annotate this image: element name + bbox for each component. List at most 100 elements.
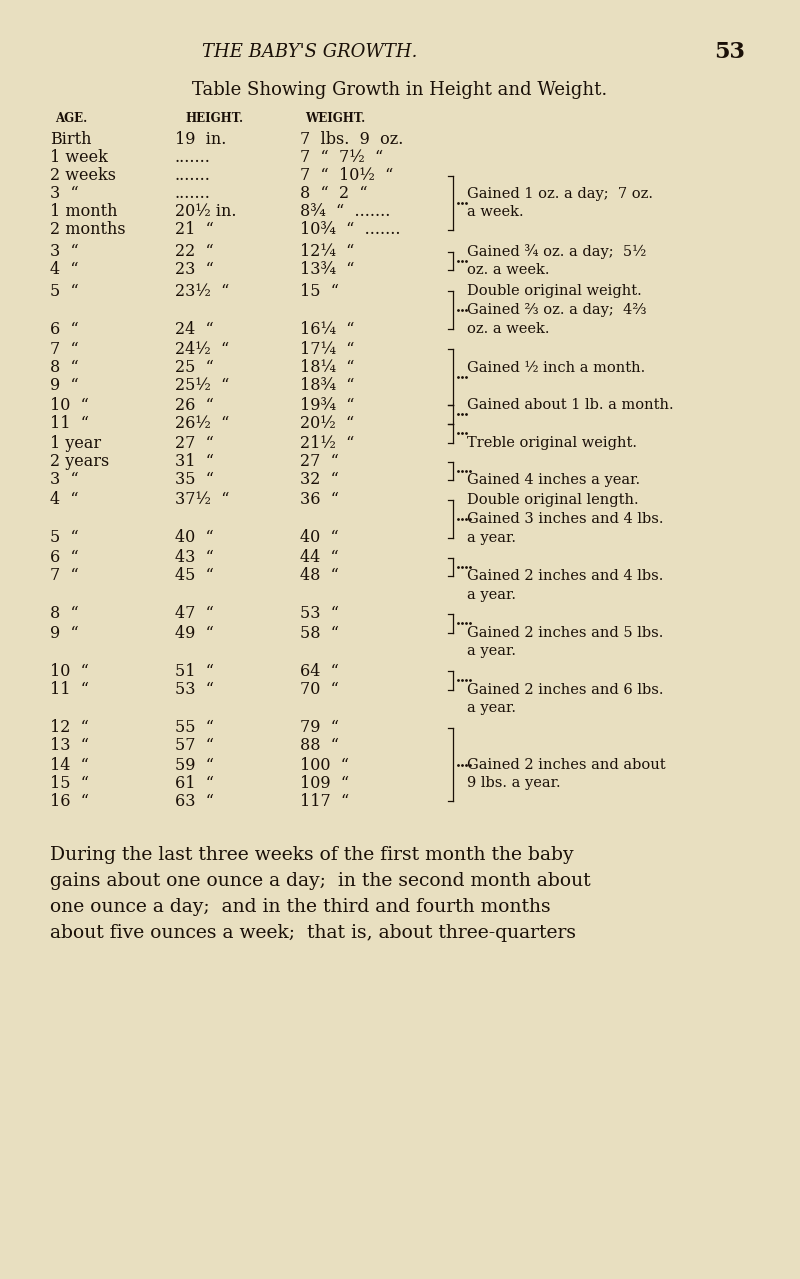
Text: 3  “: 3 “: [50, 243, 78, 261]
Text: 1 month: 1 month: [50, 203, 118, 220]
Text: 18¼  “: 18¼ “: [300, 359, 354, 376]
Text: 64  “: 64 “: [300, 663, 339, 679]
Text: Gained 2 inches and 6 lbs.: Gained 2 inches and 6 lbs.: [467, 683, 663, 697]
Text: .......: .......: [175, 150, 211, 166]
Text: 27  “: 27 “: [175, 435, 214, 451]
Text: 10  “: 10 “: [50, 396, 89, 413]
Text: 3  “: 3 “: [50, 472, 78, 489]
Text: 45  “: 45 “: [175, 568, 214, 585]
Text: 18¾  “: 18¾ “: [300, 377, 354, 394]
Text: Gained 3 inches and 4 lbs.: Gained 3 inches and 4 lbs.: [467, 512, 663, 526]
Text: 10¾  “  .......: 10¾ “ .......: [300, 221, 401, 238]
Text: 9  “: 9 “: [50, 377, 78, 394]
Text: 1 year: 1 year: [50, 435, 101, 451]
Text: 44  “: 44 “: [300, 550, 338, 567]
Text: 53  “: 53 “: [300, 605, 339, 623]
Text: 37½  “: 37½ “: [175, 491, 230, 509]
Text: 12  “: 12 “: [50, 720, 89, 737]
Text: 47  “: 47 “: [175, 605, 214, 623]
Text: Gained 2 inches and 5 lbs.: Gained 2 inches and 5 lbs.: [467, 625, 663, 640]
Text: 11  “: 11 “: [50, 682, 89, 698]
Text: 8  “: 8 “: [50, 359, 78, 376]
Text: 19¾  “: 19¾ “: [300, 396, 354, 413]
Text: 20½  “: 20½ “: [300, 416, 354, 432]
Text: about five ounces a week;  that is, about three-quarters: about five ounces a week; that is, about…: [50, 923, 576, 943]
Text: 24½  “: 24½ “: [175, 340, 230, 358]
Text: 7  “  10½  “: 7 “ 10½ “: [300, 168, 394, 184]
Text: 2 years: 2 years: [50, 454, 110, 471]
Text: one ounce a day;  and in the third and fourth months: one ounce a day; and in the third and fo…: [50, 898, 550, 916]
Text: 58  “: 58 “: [300, 624, 339, 642]
Text: 5  “: 5 “: [50, 283, 78, 299]
Text: oz. a week.: oz. a week.: [467, 263, 550, 278]
Text: 70  “: 70 “: [300, 682, 339, 698]
Text: 35  “: 35 “: [175, 472, 214, 489]
Text: a year.: a year.: [467, 645, 516, 657]
Text: 11  “: 11 “: [50, 416, 89, 432]
Text: 4  “: 4 “: [50, 261, 78, 279]
Text: 53: 53: [714, 41, 746, 63]
Text: 14  “: 14 “: [50, 756, 89, 774]
Text: 2 weeks: 2 weeks: [50, 168, 116, 184]
Text: 36  “: 36 “: [300, 491, 339, 509]
Text: 55  “: 55 “: [175, 720, 214, 737]
Text: Gained 4 inches a year.: Gained 4 inches a year.: [467, 473, 640, 487]
Text: 21  “: 21 “: [175, 221, 214, 238]
Text: 117  “: 117 “: [300, 793, 350, 810]
Text: 57  “: 57 “: [175, 738, 214, 755]
Text: 109  “: 109 “: [300, 775, 349, 792]
Text: 88  “: 88 “: [300, 738, 339, 755]
Text: Treble original weight.: Treble original weight.: [467, 436, 637, 450]
Text: a year.: a year.: [467, 701, 516, 715]
Text: 27  “: 27 “: [300, 454, 339, 471]
Text: 48  “: 48 “: [300, 568, 339, 585]
Text: 3  “: 3 “: [50, 185, 78, 202]
Text: a year.: a year.: [467, 531, 516, 545]
Text: 17¼  “: 17¼ “: [300, 340, 354, 358]
Text: 49  “: 49 “: [175, 624, 214, 642]
Text: a year.: a year.: [467, 588, 516, 602]
Text: .......: .......: [175, 185, 211, 202]
Text: 9  “: 9 “: [50, 624, 78, 642]
Text: 32  “: 32 “: [300, 472, 339, 489]
Text: Birth: Birth: [50, 132, 91, 148]
Text: Double original weight.: Double original weight.: [467, 284, 642, 298]
Text: 8  “  2  “: 8 “ 2 “: [300, 185, 368, 202]
Text: 25½  “: 25½ “: [175, 377, 230, 394]
Text: 100  “: 100 “: [300, 756, 349, 774]
Text: 24  “: 24 “: [175, 321, 214, 338]
Text: 26½  “: 26½ “: [175, 416, 230, 432]
Text: 2 months: 2 months: [50, 221, 126, 238]
Text: 79  “: 79 “: [300, 720, 339, 737]
Text: 63  “: 63 “: [175, 793, 214, 810]
Text: 40  “: 40 “: [175, 530, 214, 546]
Text: .......: .......: [175, 168, 211, 184]
Text: oz. a week.: oz. a week.: [467, 322, 550, 336]
Text: 40  “: 40 “: [300, 530, 338, 546]
Text: 13¾  “: 13¾ “: [300, 261, 354, 279]
Text: 13  “: 13 “: [50, 738, 89, 755]
Text: HEIGHT.: HEIGHT.: [185, 111, 243, 124]
Text: Double original length.: Double original length.: [467, 492, 638, 506]
Text: 23  “: 23 “: [175, 261, 214, 279]
Text: 10  “: 10 “: [50, 663, 89, 679]
Text: Gained 2 inches and 4 lbs.: Gained 2 inches and 4 lbs.: [467, 569, 663, 583]
Text: 20½ in.: 20½ in.: [175, 203, 237, 220]
Text: 7  “: 7 “: [50, 340, 78, 358]
Text: 22  “: 22 “: [175, 243, 214, 261]
Text: Gained ¾ oz. a day;  5½: Gained ¾ oz. a day; 5½: [467, 244, 646, 260]
Text: 25  “: 25 “: [175, 359, 214, 376]
Text: 15  “: 15 “: [300, 283, 339, 299]
Text: 61  “: 61 “: [175, 775, 214, 792]
Text: 23½  “: 23½ “: [175, 283, 230, 299]
Text: 12¼  “: 12¼ “: [300, 243, 354, 261]
Text: 6  “: 6 “: [50, 550, 78, 567]
Text: 51  “: 51 “: [175, 663, 214, 679]
Text: 19  in.: 19 in.: [175, 132, 226, 148]
Text: 1 week: 1 week: [50, 150, 108, 166]
Text: gains about one ounce a day;  in the second month about: gains about one ounce a day; in the seco…: [50, 872, 590, 890]
Text: Gained ⅔ oz. a day;  4⅔: Gained ⅔ oz. a day; 4⅔: [467, 303, 646, 317]
Text: 53  “: 53 “: [175, 682, 214, 698]
Text: 7  “  7½  “: 7 “ 7½ “: [300, 150, 383, 166]
Text: THE BABY'S GROWTH.: THE BABY'S GROWTH.: [202, 43, 418, 61]
